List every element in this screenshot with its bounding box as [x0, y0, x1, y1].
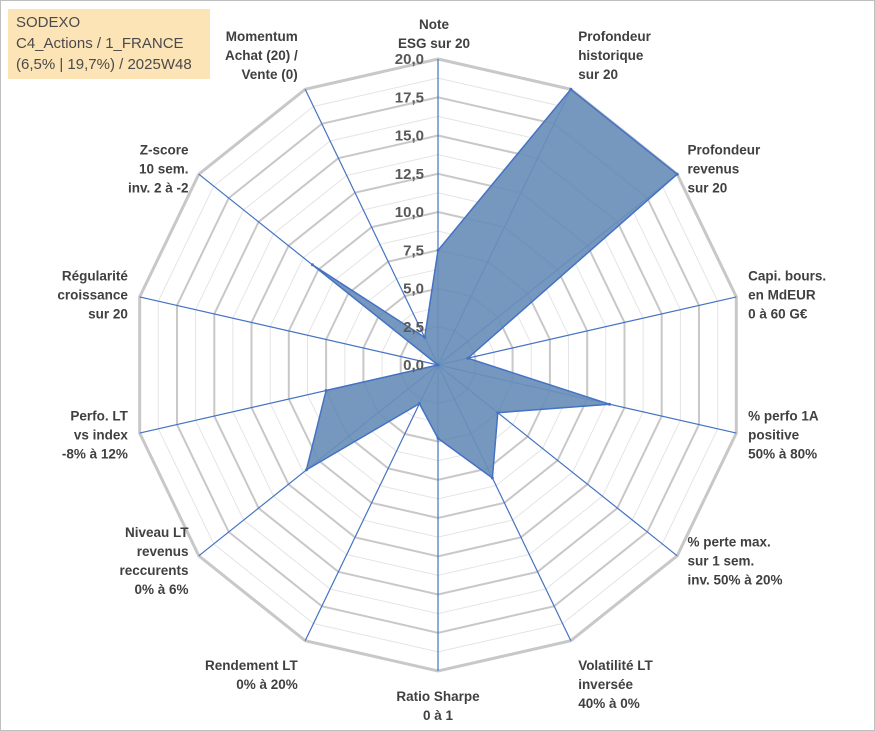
category-label-line: inv. 2 à -2	[128, 181, 189, 196]
category-label: % perte max. sur 1 sem. inv. 50% à 20%	[688, 534, 783, 587]
category-label-line: positive	[748, 427, 800, 442]
data-point	[608, 402, 611, 406]
data-point	[436, 363, 440, 367]
chart-title-box: SODEXO C4_Actions / 1_FRANCE (6,5% | 19,…	[8, 9, 210, 79]
category-label-line: Ratio Sharpe	[396, 689, 480, 704]
category-label-line: Vente (0)	[242, 67, 298, 82]
category-label-line: sur 20	[578, 67, 618, 82]
category-label-line: inversée	[578, 677, 633, 692]
category-label-line: Niveau LT	[125, 525, 189, 540]
category-label: Momentum Achat (20) / Vente (0)	[225, 29, 298, 82]
radar-series	[304, 87, 679, 480]
category-label-line: 0 à 60 G€	[748, 307, 808, 322]
category-label-line: Z-score	[140, 143, 189, 158]
radial-tick-label: 15,0	[395, 128, 424, 145]
category-label-line: Capi. bours.	[748, 269, 826, 284]
data-point	[324, 389, 328, 392]
data-point	[675, 172, 679, 176]
category-label: Profondeur revenus sur 20	[688, 143, 761, 196]
category-label-line: revenus	[688, 162, 740, 177]
radar-tick-labels: 0,0 2,5 5,0 7,5 10,0 12,5 15,0 17,5 20,0	[395, 51, 424, 374]
data-point	[490, 476, 494, 480]
title-period: (6,5% | 19,7%) / 2025W48	[16, 56, 192, 73]
radar-spoke	[437, 296, 737, 366]
title-company: SODEXO	[16, 14, 81, 31]
category-label-line: en MdEUR	[748, 288, 816, 303]
category-label: Rendement LT 0% à 20%	[205, 658, 299, 692]
data-point	[496, 411, 500, 415]
radial-tick-label: 12,5	[395, 166, 424, 183]
category-label-line: % perfo 1A	[748, 408, 819, 423]
category-label-line: historique	[578, 48, 644, 63]
category-label-line: sur 20	[88, 307, 128, 322]
category-label: Ratio Sharpe 0 à 1	[396, 689, 480, 723]
category-label-line: -8% à 12%	[62, 446, 128, 461]
category-label-line: 0% à 20%	[236, 677, 298, 692]
data-point	[310, 263, 314, 267]
radar-spoke	[304, 89, 439, 366]
category-label-line: 50% à 80%	[748, 446, 817, 461]
category-label-line: Perfo. LT	[70, 408, 128, 423]
category-label-line: inv. 50% à 20%	[688, 572, 783, 587]
category-label-line: 10 sem.	[139, 162, 189, 177]
data-point	[436, 436, 440, 440]
category-label: Volatilité LT inversée 40% à 0%	[578, 658, 653, 711]
radial-tick-label: 5,0	[403, 281, 424, 298]
category-label-line: Régularité	[62, 269, 129, 284]
radial-tick-label: 0,0	[403, 357, 424, 374]
radial-tick-label: 17,5	[395, 89, 424, 106]
radial-tick-label: 10,0	[395, 204, 424, 221]
category-label-line: Momentum	[226, 29, 298, 44]
category-label: % perfo 1A positive 50% à 80%	[748, 408, 819, 461]
category-label: Profondeur historique sur 20	[578, 29, 651, 82]
data-point	[466, 356, 470, 360]
category-label: Note ESG sur 20	[398, 17, 470, 51]
category-label-line: sur 1 sem.	[688, 553, 755, 568]
category-label-line: Achat (20) /	[225, 48, 298, 63]
category-label-line: Profondeur	[688, 143, 761, 158]
category-label: Capi. bours. en MdEUR 0 à 60 G€	[748, 269, 826, 322]
data-point	[569, 87, 573, 91]
data-point	[436, 248, 440, 252]
category-label-line: reccurents	[119, 563, 188, 578]
category-label-line: Profondeur	[578, 29, 651, 44]
data-point	[417, 402, 421, 406]
category-label-line: 40% à 0%	[578, 696, 640, 711]
category-label-line: revenus	[137, 544, 189, 559]
category-label: Perfo. LT vs index -8% à 12%	[62, 408, 129, 461]
category-label-line: 0% à 6%	[134, 582, 188, 597]
category-label-line: Note	[419, 17, 449, 32]
category-label-line: ESG sur 20	[398, 36, 470, 51]
category-label: Régularité croissance sur 20	[57, 269, 128, 322]
title-category: C4_Actions / 1_FRANCE	[16, 35, 184, 52]
category-label: Niveau LT revenus reccurents 0% à 6%	[119, 525, 189, 597]
radial-tick-label: 20,0	[395, 51, 424, 68]
radial-tick-label: 2,5	[403, 319, 424, 336]
category-label-line: % perte max.	[688, 534, 771, 549]
category-label: Z-score 10 sem. inv. 2 à -2	[128, 143, 189, 196]
data-point	[423, 335, 427, 339]
data-point	[304, 468, 308, 472]
category-label-line: sur 20	[688, 181, 728, 196]
category-label-line: croissance	[57, 288, 128, 303]
category-label-line: Rendement LT	[205, 658, 299, 673]
category-label-line: Volatilité LT	[578, 658, 653, 673]
radial-tick-label: 7,5	[403, 242, 424, 259]
radar-category-labels: Note ESG sur 20 Profondeur historique sur 20…	[57, 17, 826, 723]
radar-spoke	[304, 364, 439, 641]
category-label-line: 0 à 1	[423, 708, 454, 723]
category-label-line: vs index	[74, 427, 129, 442]
radar-spoke	[139, 296, 439, 366]
